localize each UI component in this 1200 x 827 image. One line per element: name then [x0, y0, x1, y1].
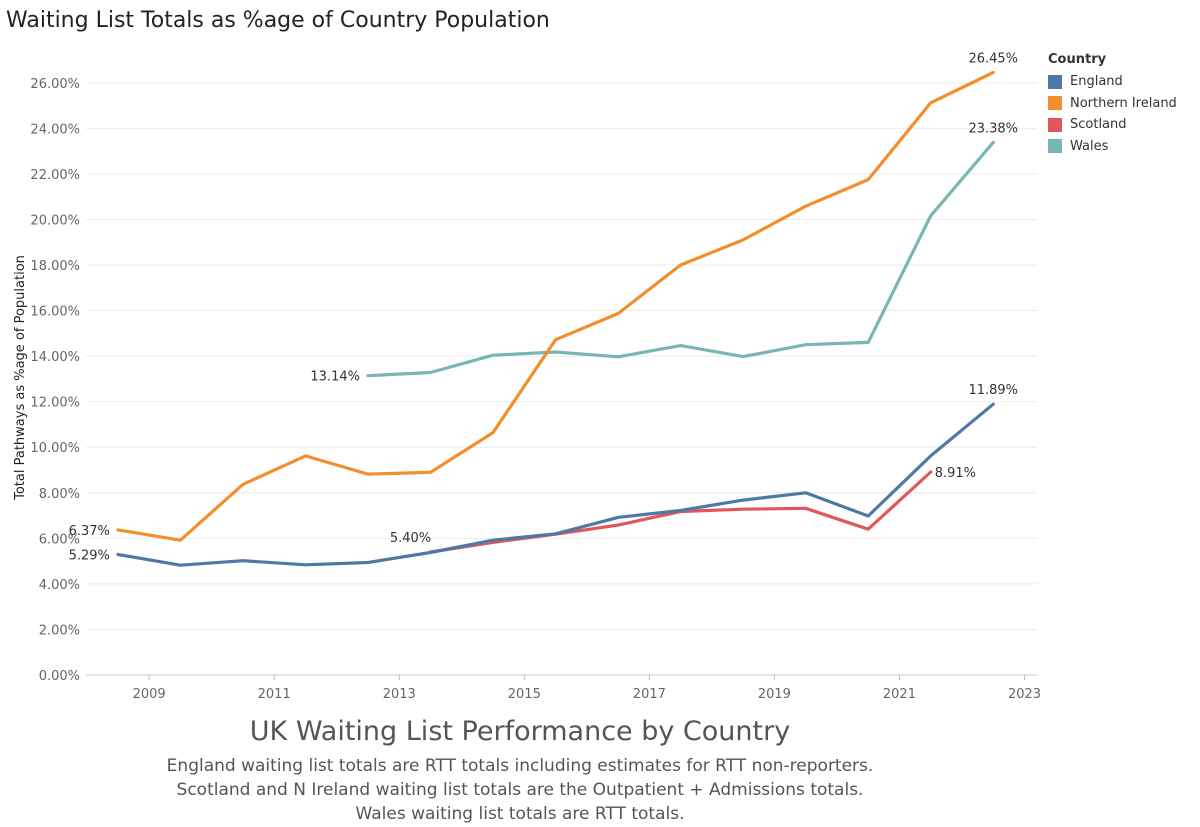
- legend-swatch: [1048, 139, 1062, 154]
- y-tick-label: 6.00%: [39, 532, 80, 547]
- x-tick-label: 2017: [633, 687, 666, 702]
- y-tick-label: 2.00%: [39, 623, 80, 638]
- y-tick-label: 10.00%: [30, 441, 80, 456]
- y-tick-label: 14.00%: [30, 350, 80, 365]
- y-tick-label: 24.00%: [30, 122, 80, 137]
- data-label: 5.40%: [390, 531, 431, 546]
- data-label: 26.45%: [968, 52, 1018, 67]
- legend-label: England: [1070, 74, 1123, 90]
- legend-swatch: [1048, 74, 1062, 89]
- legend-item-england[interactable]: England: [1048, 71, 1177, 93]
- y-tick-label: 12.00%: [30, 396, 80, 411]
- y-tick-label: 22.00%: [30, 168, 80, 183]
- y-tick-label: 26.00%: [30, 77, 80, 92]
- x-tick-label: 2021: [883, 687, 916, 702]
- caption-title: UK Waiting List Performance by Country: [249, 716, 791, 747]
- legend-label: Wales: [1070, 138, 1109, 154]
- caption-line: England waiting list totals are RTT tota…: [166, 756, 874, 776]
- y-tick-label: 0.00%: [39, 669, 80, 684]
- x-tick-label: 2015: [508, 687, 541, 702]
- legend-item-northern-ireland[interactable]: Northern Ireland: [1048, 93, 1177, 115]
- legend-title: Country: [1048, 52, 1107, 67]
- legend-item-wales[interactable]: Wales: [1048, 136, 1177, 158]
- legend-label: Northern Ireland: [1070, 95, 1177, 111]
- y-tick-label: 20.00%: [30, 213, 80, 228]
- legend-item-scotland[interactable]: Scotland: [1048, 114, 1177, 136]
- y-tick-label: 4.00%: [39, 578, 80, 593]
- y-tick-label: 18.00%: [30, 259, 80, 274]
- legend-swatch: [1048, 117, 1062, 132]
- chart-title: Waiting List Totals as %age of Country P…: [6, 8, 550, 33]
- data-label: 11.89%: [968, 383, 1018, 398]
- data-label: 8.91%: [935, 466, 976, 481]
- data-label: 5.29%: [69, 549, 110, 564]
- y-tick-label: 8.00%: [39, 487, 80, 502]
- x-tick-label: 2011: [258, 687, 291, 702]
- data-label: 23.38%: [968, 121, 1018, 136]
- legend-swatch: [1048, 96, 1062, 111]
- caption-line: Scotland and N Ireland waiting list tota…: [176, 780, 864, 800]
- caption-line: Wales waiting list totals are RTT totals…: [355, 804, 685, 824]
- legend-label: Scotland: [1070, 117, 1127, 133]
- series-line-england: [116, 402, 995, 567]
- x-tick-label: 2013: [383, 687, 416, 702]
- series-line-wales: [366, 140, 995, 378]
- x-tick-label: 2019: [758, 687, 791, 702]
- y-axis-title: Total Pathways as %age of Population: [13, 255, 28, 501]
- legend: Country England Northern Ireland Scotlan…: [1048, 52, 1177, 157]
- x-tick-label: 2009: [133, 687, 166, 702]
- x-tick-label: 2023: [1008, 687, 1041, 702]
- data-label: 13.14%: [310, 370, 360, 385]
- data-label: 6.37%: [69, 524, 110, 539]
- y-tick-label: 16.00%: [30, 305, 80, 320]
- series-line-northern-ireland: [116, 70, 995, 542]
